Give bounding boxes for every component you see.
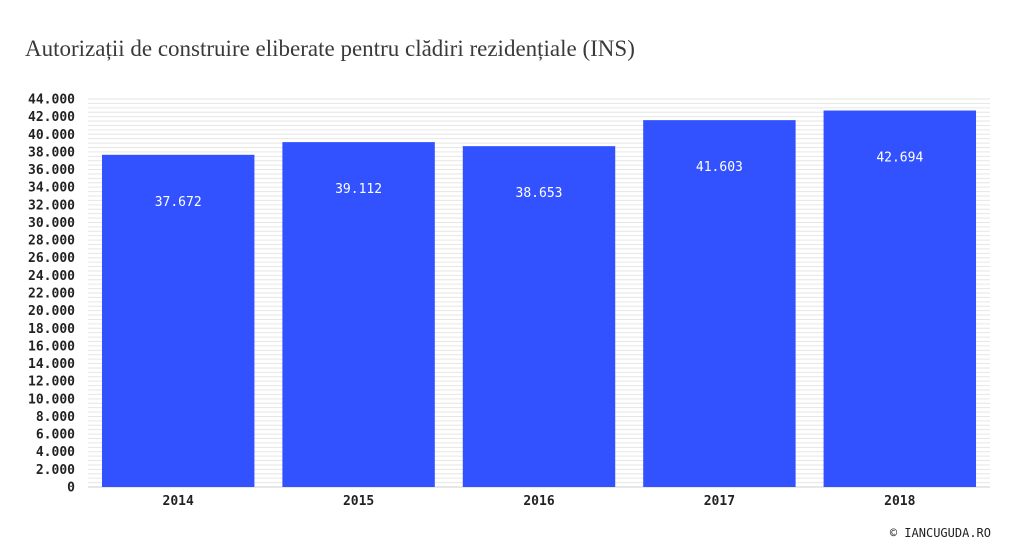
bar-2016 [462, 146, 616, 487]
y-tick-label: 24.000 [28, 269, 75, 284]
bar-2018 [823, 110, 977, 488]
x-tick-label: 2017 [704, 494, 735, 509]
y-tick-label: 4.000 [36, 445, 75, 460]
y-tick-label: 40.000 [28, 128, 75, 143]
y-tick-label: 16.000 [28, 339, 75, 354]
y-tick-label: 20.000 [28, 304, 75, 319]
y-tick-label: 36.000 [28, 163, 75, 178]
credit-text: © IANCUGUDA.RO [890, 526, 991, 540]
y-tick-label: 6.000 [36, 428, 75, 443]
y-tick-label: 18.000 [28, 322, 75, 337]
bar-value-label: 41.603 [696, 160, 743, 175]
bar-2015 [282, 142, 435, 487]
y-tick-label: 0 [67, 481, 75, 496]
chart-title: Autorizații de construire eliberate pent… [25, 36, 635, 61]
bar-value-label: 39.112 [335, 182, 382, 197]
x-tick-label: 2014 [163, 494, 194, 509]
y-tick-label: 12.000 [28, 375, 75, 390]
y-tick-label: 14.000 [28, 357, 75, 372]
y-tick-label: 34.000 [28, 181, 75, 196]
x-tick-label: 2018 [884, 494, 915, 509]
y-tick-label: 2.000 [36, 463, 75, 478]
y-tick-label: 22.000 [28, 287, 75, 302]
y-tick-label: 32.000 [28, 198, 75, 213]
y-tick-label: 10.000 [28, 392, 75, 407]
x-tick-label: 2016 [523, 494, 554, 509]
y-tick-label: 30.000 [28, 216, 75, 231]
y-tick-label: 26.000 [28, 251, 75, 266]
y-tick-label: 42.000 [28, 110, 75, 125]
x-axis: 2014 2015 2016 2017 2018 [163, 494, 916, 509]
bar-value-label: 42.694 [876, 151, 923, 166]
y-tick-label: 28.000 [28, 234, 75, 249]
y-tick-label: 8.000 [36, 410, 75, 425]
bars: 37.672 39.112 38.653 41.603 42.694 [101, 110, 977, 488]
bar-2017 [643, 120, 796, 488]
x-tick-label: 2015 [343, 494, 374, 509]
bar-value-label: 38.653 [516, 186, 563, 201]
y-tick-label: 44.000 [28, 93, 75, 108]
bar-2014 [101, 154, 255, 487]
y-tick-label: 38.000 [28, 145, 75, 160]
bar-value-label: 37.672 [155, 195, 202, 210]
